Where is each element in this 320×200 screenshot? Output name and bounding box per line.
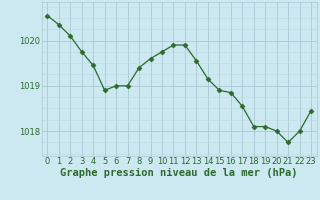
X-axis label: Graphe pression niveau de la mer (hPa): Graphe pression niveau de la mer (hPa)	[60, 168, 298, 178]
